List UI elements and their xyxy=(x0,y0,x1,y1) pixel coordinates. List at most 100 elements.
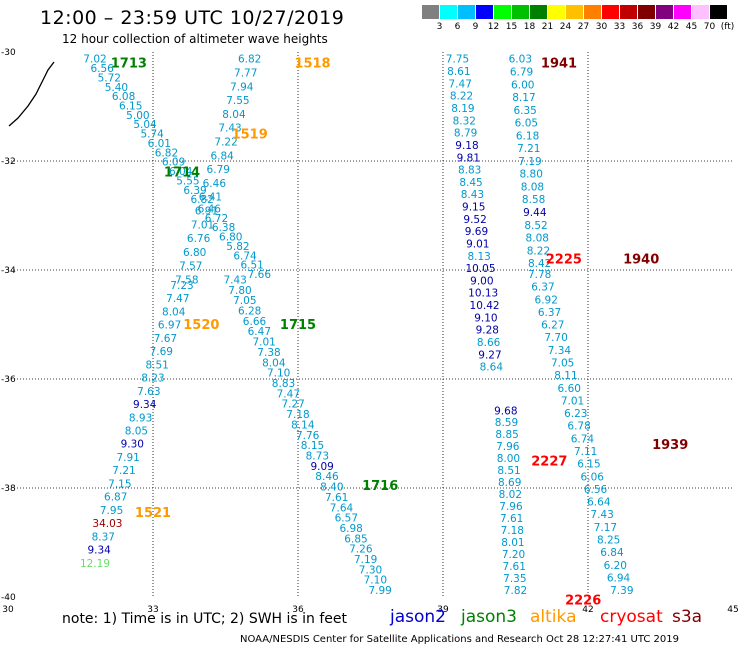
wave-height-value: 9.27 xyxy=(478,349,501,361)
wave-height-value: 8.32 xyxy=(453,115,476,127)
wave-height-value: 8.40 xyxy=(320,482,343,494)
wave-height-value: 5.82 xyxy=(226,241,249,253)
wave-height-value: 7.47 xyxy=(449,78,472,90)
wave-height-value: 12.19 xyxy=(80,558,110,570)
wave-height-value: 6.98 xyxy=(339,523,362,535)
x-tick-labels: 30 33 36 39 42 45 xyxy=(2,605,738,615)
wave-height-value: 6.76 xyxy=(187,233,211,245)
wave-height-value: 7.43 xyxy=(223,274,246,286)
wave-height-value: 9.18 xyxy=(455,140,478,152)
wave-height-value: 9.81 xyxy=(457,152,480,164)
wave-height-value: 7.10 xyxy=(267,368,290,380)
wave-height-value: 6.15 xyxy=(119,101,142,113)
wave-height-value: 8.14 xyxy=(291,419,315,431)
wave-height-value: 6.01 xyxy=(148,138,171,150)
wave-height-value: 6.15 xyxy=(577,459,600,471)
y-tick-label: -36 xyxy=(1,375,16,385)
pass-time-label: 2225 xyxy=(546,253,582,268)
wave-height-value: 9.28 xyxy=(476,325,499,337)
colorbar-swatch xyxy=(602,5,619,19)
wave-height-value: 7.99 xyxy=(368,585,391,597)
wave-height-value: 6.85 xyxy=(344,533,367,545)
pass-time-label: 1716 xyxy=(362,479,398,494)
map-title: 12:00 – 23:59 UTC 10/27/2019 xyxy=(40,7,345,29)
wave-height-value: 8.04 xyxy=(262,357,286,369)
colorbar-swatch xyxy=(566,5,583,19)
coastline-path xyxy=(8,61,55,127)
wave-height-value: 7.34 xyxy=(548,345,572,357)
wave-height-value: 6.35 xyxy=(513,105,536,117)
colorbar-swatch xyxy=(494,5,511,19)
wave-height-value: 7.77 xyxy=(234,68,257,80)
wave-height-value: 7.61 xyxy=(503,561,526,573)
wave-height-value: 8.11 xyxy=(554,370,577,382)
y-tick-label: -30 xyxy=(1,48,16,58)
wave-height-value: 9.30 xyxy=(121,439,144,451)
wave-height-value: 6.64 xyxy=(587,497,611,509)
wave-height-value: 7.76 xyxy=(296,430,320,442)
wave-height-value: 8.51 xyxy=(145,359,168,371)
colorbar-swatch xyxy=(692,5,709,19)
wave-height-value: 8.61 xyxy=(447,66,470,78)
wave-height-value: 7.05 xyxy=(233,295,256,307)
wave-height-value: 9.52 xyxy=(463,214,486,226)
wave-height-value: 6.79 xyxy=(207,164,230,176)
wave-height-value: 6.46 xyxy=(203,178,227,190)
wave-height-value: 6.84 xyxy=(600,547,624,559)
grid-lines xyxy=(8,52,733,597)
wave-height-value: 7.43 xyxy=(218,123,241,135)
colorbar-swatch xyxy=(584,5,601,19)
wave-height-value: 7.21 xyxy=(112,465,135,477)
wave-height-value: 34.03 xyxy=(92,518,122,530)
wave-height-value: 6.82 xyxy=(190,194,213,206)
wave-height-value: 8.17 xyxy=(512,92,535,104)
colorbar-label: 18 xyxy=(523,22,536,32)
colorbar-label: 21 xyxy=(541,22,554,32)
wave-height-value: 7.21 xyxy=(517,143,540,155)
colorbar-swatch xyxy=(440,5,457,19)
wave-height-value: 6.38 xyxy=(212,222,235,234)
x-tick-label: 45 xyxy=(727,605,738,615)
wave-height-value: 6.09 xyxy=(162,157,185,169)
pass-time-label: 1713 xyxy=(111,56,147,71)
x-tick-label: 42 xyxy=(582,605,593,615)
wave-height-value: 10.05 xyxy=(465,263,495,275)
colorbar-label: 42 xyxy=(667,22,680,32)
wave-height-value: 6.47 xyxy=(248,326,271,338)
wave-height-value: 7.91 xyxy=(116,452,139,464)
y-tick-labels: -30 -32 -34 -36 -38 -40 xyxy=(1,48,16,603)
wave-height-value: 8.59 xyxy=(495,417,518,429)
pass-time-label: 1520 xyxy=(183,318,219,333)
wave-height-value: 9.09 xyxy=(310,461,333,473)
satellite-legend-s3a: s3a xyxy=(672,607,703,627)
colorbar-label: 27 xyxy=(577,22,590,32)
wave-height-value: 8.46 xyxy=(315,471,339,483)
wave-height-value: 8.02 xyxy=(499,489,522,501)
wave-height-value: 7.02 xyxy=(83,54,106,66)
colorbar-label: 70 xyxy=(703,22,716,32)
wave-height-value: 9.69 xyxy=(465,226,488,238)
colorbar-label: 24 xyxy=(559,22,572,32)
wave-height-value: 6.39 xyxy=(183,185,206,197)
wave-height-value: 6.28 xyxy=(238,306,261,318)
colorbar-swatch xyxy=(656,5,673,19)
wave-height-value: 8.04 xyxy=(222,109,246,121)
wave-height-value: 6.18 xyxy=(516,130,539,142)
pass-time-label: 1521 xyxy=(135,506,171,521)
pass-time-label: 1941 xyxy=(541,56,577,71)
wave-height-value: 7.01 xyxy=(252,337,275,349)
wave-height-value: 6.74 xyxy=(571,433,595,445)
wave-height-value: 8.00 xyxy=(497,453,520,465)
footer-credit: NOAA/NESDIS Center for Satellite Applica… xyxy=(240,634,679,645)
wave-height-value: 7.58 xyxy=(175,274,198,286)
wave-height-value: 10.42 xyxy=(470,300,500,312)
wave-height-value: 6.04 xyxy=(169,166,193,178)
wave-height-value: 9.34 xyxy=(87,545,111,557)
pass-time-label: 1715 xyxy=(280,318,316,333)
colorbar-legend: 3 6 9 12 15 18 21 24 27 30 33 36 39 42 45 70 (ft) xyxy=(422,5,734,35)
wave-height-value: 6.87 xyxy=(104,492,127,504)
wave-height-value: 6.84 xyxy=(210,150,234,162)
wave-height-value: 10.13 xyxy=(468,288,498,300)
pass-time-labels: 1713 1714 1715 1716 1518 1519 1520 1521 1941 1940… xyxy=(111,56,689,608)
colorbar-label: 33 xyxy=(613,22,626,32)
